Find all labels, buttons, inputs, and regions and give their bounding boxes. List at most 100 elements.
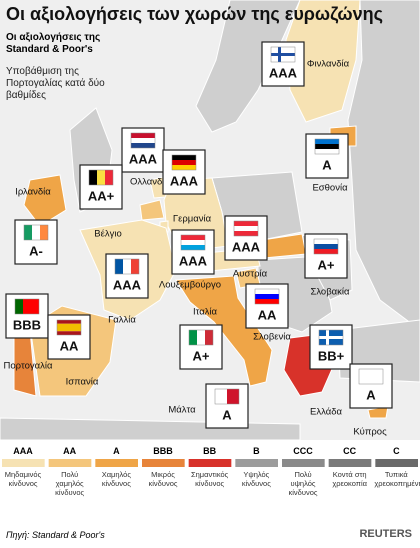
legend-bg — [0, 442, 420, 526]
country-name: Ελλάδα — [310, 407, 342, 418]
callout-box — [224, 215, 268, 261]
rating: AA — [258, 307, 277, 322]
legend-swatch — [375, 459, 418, 467]
rating: A — [222, 407, 232, 422]
legend-label: Υψηλός κίνδυνος — [241, 470, 271, 488]
country-name: Ισπανία — [66, 377, 99, 388]
legend-rating: BBB — [153, 446, 173, 456]
country-name: Βέλγιο — [94, 229, 121, 240]
flag-border — [188, 329, 214, 346]
flag — [31, 299, 39, 314]
flag-border — [14, 298, 40, 315]
rating: A — [322, 157, 332, 172]
rating: AAA — [269, 65, 298, 80]
flag — [97, 170, 105, 185]
subtitle: Οι αξιολογήσεις της Standard & Poor's — [6, 32, 101, 55]
rating: AA+ — [88, 188, 115, 203]
rating: AA — [60, 338, 79, 353]
country-shape — [23, 174, 67, 227]
flag — [314, 244, 338, 249]
country-name: Εσθονία — [312, 183, 348, 194]
legend-rating: B — [253, 446, 260, 456]
flag — [234, 231, 258, 236]
legend-swatch — [48, 459, 92, 467]
flag — [123, 259, 131, 274]
flag — [57, 320, 81, 324]
flag-border — [358, 368, 384, 385]
country-name: Γερμανία — [173, 214, 212, 225]
flag — [57, 331, 81, 335]
rating: A- — [29, 243, 43, 258]
legend-label: Κοντά στη χρεοκοπία — [332, 470, 367, 488]
source: Πηγή: Standard & Poor's — [6, 530, 105, 540]
rating: A — [366, 387, 376, 402]
flag-border — [23, 224, 49, 241]
legend-swatch — [95, 459, 138, 467]
rating: AAA — [113, 277, 142, 292]
flag — [15, 299, 23, 314]
legend-swatch — [235, 459, 278, 467]
flag-border — [88, 169, 114, 186]
legend-label: Πολύ υψηλός κίνδυνος — [288, 470, 318, 497]
flag — [215, 389, 227, 404]
legend-label: Πολύ χαμηλός κίνδυνος — [55, 470, 85, 497]
country-name: Αυστρία — [233, 269, 268, 280]
flag-border — [180, 234, 206, 251]
flag — [181, 245, 205, 250]
flag-border — [318, 329, 344, 346]
flag — [40, 225, 48, 240]
country-name: Λουξεμβούργο — [159, 280, 221, 291]
legend-label: Μικρός κίνδυνος — [148, 470, 178, 488]
rating: A+ — [193, 348, 210, 363]
flag — [278, 47, 281, 62]
legend-rating: CCC — [293, 446, 313, 456]
flag — [189, 330, 197, 345]
rating: AAA — [170, 173, 199, 188]
flag — [131, 138, 155, 143]
flag — [314, 249, 338, 254]
flag — [271, 53, 295, 56]
flag — [227, 389, 239, 404]
flag — [181, 240, 205, 245]
flag — [89, 170, 97, 185]
flag — [57, 323, 81, 328]
flag-border — [270, 46, 296, 63]
flag — [255, 294, 279, 299]
legend-label: Τυπικά χρεοκοπημένη — [374, 470, 420, 488]
flag — [115, 259, 123, 274]
flag — [315, 144, 339, 149]
callout-box — [179, 324, 223, 370]
land — [195, 0, 301, 133]
flag-border — [254, 288, 280, 305]
flag — [24, 225, 32, 240]
legend-swatch — [2, 459, 45, 467]
flag — [131, 143, 155, 148]
flag — [197, 330, 205, 345]
country-name: Σλοβενία — [253, 332, 291, 343]
country-name: Κύπρος — [353, 427, 387, 438]
legend-rating: AAA — [13, 446, 33, 456]
legend-label: Χαμηλός κίνδυνος — [101, 470, 131, 488]
country-name: Ιρλανδία — [15, 187, 51, 198]
legend-swatch — [188, 459, 232, 467]
rating: BB+ — [318, 348, 345, 363]
flag — [234, 226, 258, 231]
legend-rating: BB — [203, 446, 217, 456]
flag — [319, 336, 343, 339]
country-name: Πορτογαλία — [4, 361, 53, 372]
flag — [315, 139, 339, 144]
note: Υποβάθμιση της Πορτογαλίας κατά δύο βαθμ… — [6, 66, 105, 101]
legend-swatch — [142, 459, 185, 467]
rating: AAA — [129, 151, 158, 166]
flag — [255, 289, 279, 294]
flag — [255, 299, 279, 304]
flag — [234, 221, 258, 226]
legend-swatch — [282, 459, 325, 467]
country-name: Ολλανδία — [130, 177, 170, 188]
land — [347, 0, 420, 331]
flag — [32, 225, 40, 240]
flag — [105, 170, 113, 185]
flag — [172, 165, 196, 170]
